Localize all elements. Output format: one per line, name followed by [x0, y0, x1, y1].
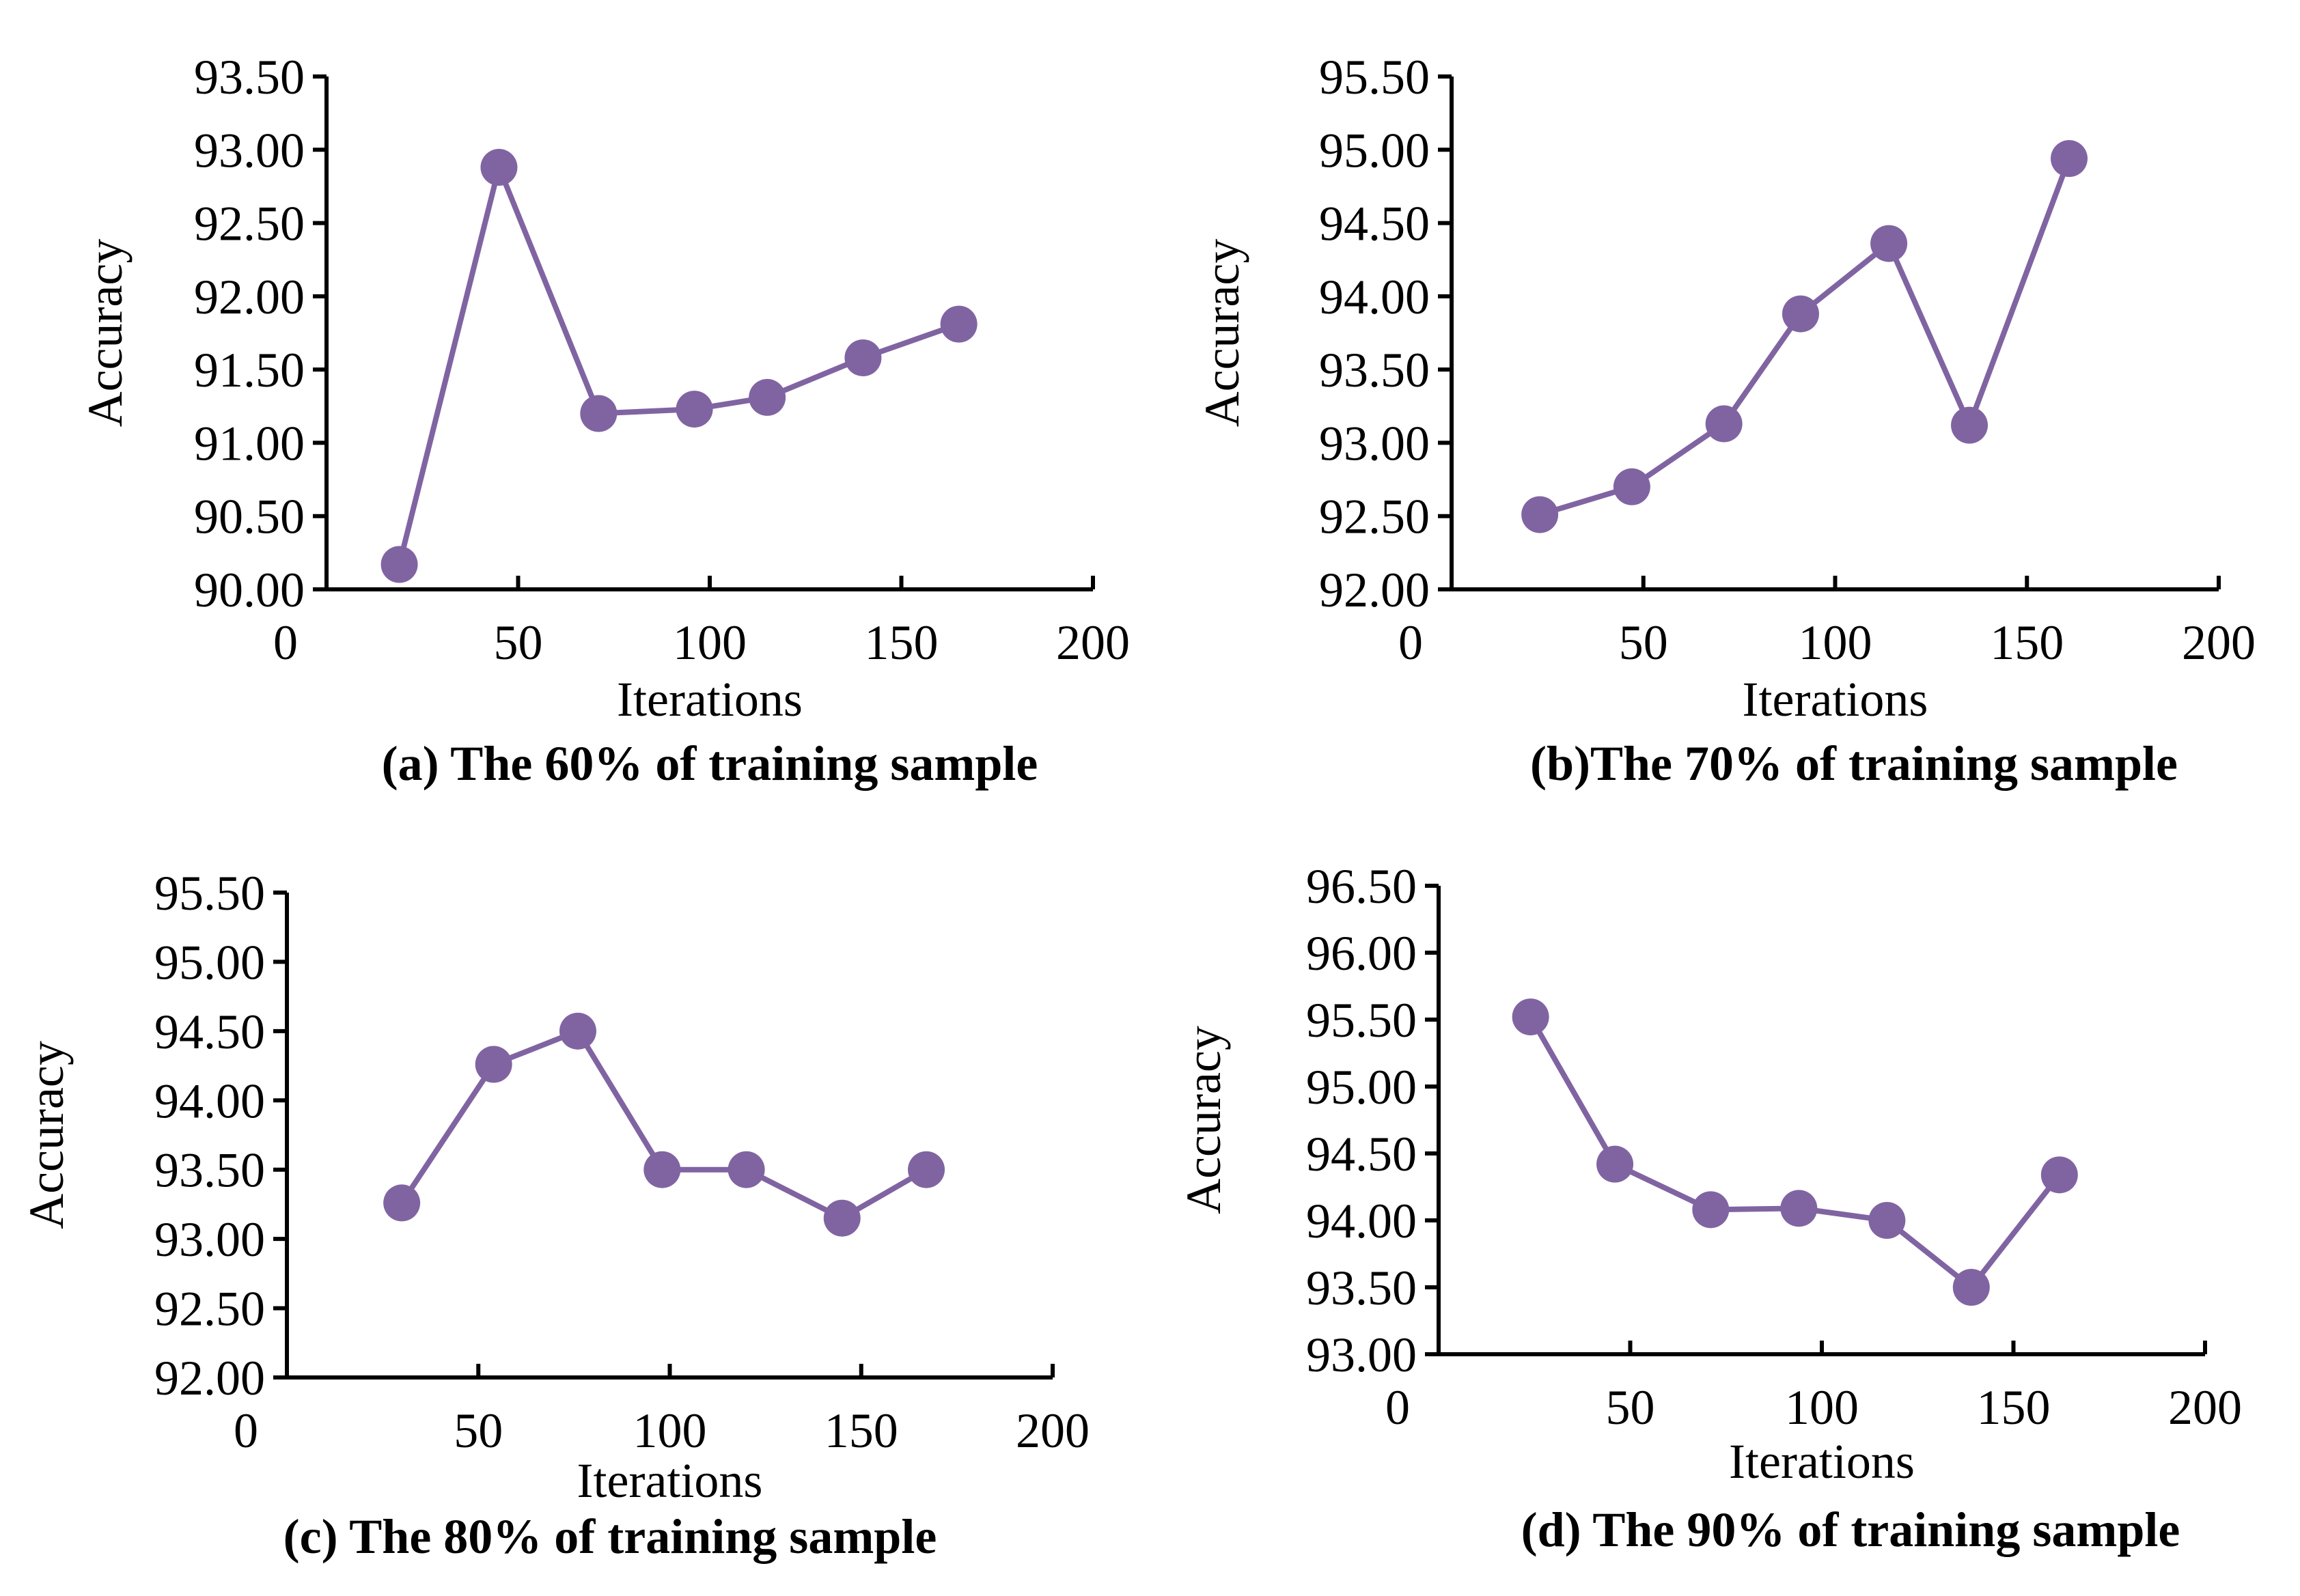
data-point [676, 391, 713, 428]
y-tick-label: 94.50 [1319, 197, 1430, 251]
y-tick-label: 93.50 [1319, 343, 1430, 397]
y-tick-label: 92.50 [154, 1282, 265, 1336]
x-axis-title: Iterations [1729, 1434, 1915, 1489]
y-tick-label: 93.50 [1306, 1261, 1417, 1315]
y-tick-label: 96.00 [1306, 926, 1417, 981]
data-point [383, 1184, 421, 1222]
y-tick-label: 92.50 [194, 197, 305, 251]
x-tick-label: 50 [1619, 615, 1668, 670]
data-point [1596, 1145, 1634, 1183]
data-point [1868, 1202, 1906, 1239]
data-point [475, 1046, 512, 1083]
y-tick-label: 92.00 [154, 1351, 265, 1405]
data-point [643, 1151, 681, 1188]
x-tick-label: 100 [1799, 615, 1872, 670]
y-tick-label: 93.50 [194, 50, 305, 104]
x-tick-label: 100 [633, 1403, 707, 1458]
x-tick-label: 0 [1385, 1380, 1410, 1435]
data-point [908, 1151, 945, 1188]
x-tick-label: 0 [273, 615, 298, 670]
y-tick-label: 95.50 [1319, 50, 1430, 104]
x-tick-label: 50 [1606, 1380, 1655, 1435]
panel-caption: (c) The 80% of training sample [283, 1509, 937, 1564]
data-point [1780, 1190, 1818, 1227]
panel-caption: (b)The 70% of training sample [1530, 736, 2178, 791]
y-axis-title: Accuracy [1176, 1026, 1231, 1214]
y-tick-label: 93.00 [1306, 1328, 1417, 1382]
data-point [1705, 405, 1743, 443]
x-tick-label: 100 [673, 615, 747, 670]
data-point [749, 378, 786, 416]
x-tick-label: 0 [234, 1403, 258, 1458]
y-tick-label: 93.50 [154, 1143, 265, 1198]
y-tick-label: 92.00 [194, 270, 305, 324]
y-tick-label: 94.50 [1306, 1127, 1417, 1181]
y-tick-label: 93.00 [194, 123, 305, 178]
y-tick-label: 91.50 [194, 343, 305, 397]
y-tick-label: 94.50 [154, 1005, 265, 1059]
y-axis-title: Accuracy [19, 1041, 74, 1229]
y-tick-label: 92.50 [1319, 490, 1430, 544]
data-point [844, 339, 882, 376]
data-point [1512, 998, 1549, 1036]
data-point [1952, 1269, 1990, 1306]
data-point [559, 1012, 596, 1050]
data-point [480, 149, 518, 186]
x-tick-label: 200 [2168, 1380, 2242, 1435]
data-point [940, 305, 978, 343]
x-tick-label: 150 [825, 1403, 898, 1458]
x-axis-title: Iterations [617, 672, 803, 727]
data-point [2051, 140, 2088, 178]
y-tick-label: 93.00 [154, 1212, 265, 1267]
panel-caption: (a) The 60% of training sample [382, 736, 1038, 791]
panel-caption: (d) The 90% of training sample [1521, 1502, 2180, 1557]
y-tick-label: 92.00 [1319, 563, 1430, 617]
y-axis-title: Accuracy [78, 239, 133, 428]
data-point [823, 1199, 861, 1237]
y-tick-label: 90.50 [194, 490, 305, 544]
data-point [1951, 406, 1989, 444]
x-tick-label: 200 [1056, 615, 1130, 670]
x-tick-label: 0 [1398, 615, 1423, 670]
y-tick-label: 95.00 [154, 935, 265, 990]
y-axis-title: Accuracy [1195, 239, 1249, 428]
y-tick-label: 95.00 [1306, 1060, 1417, 1115]
y-tick-label: 94.00 [1319, 270, 1430, 324]
data-point [728, 1151, 765, 1188]
data-point [1521, 496, 1559, 533]
chart-panel-2: 92.00 92.50 93.00 93.50 94.00 94.50 95.00 95.50… [19, 866, 1090, 1564]
y-tick-label: 90.00 [194, 563, 305, 617]
y-tick-label: 95.50 [1306, 993, 1417, 1048]
y-tick-label: 94.00 [154, 1074, 265, 1128]
x-axis-title: Iterations [577, 1453, 763, 1508]
data-point [2040, 1156, 2078, 1194]
data-point [580, 395, 618, 432]
data-point [380, 546, 418, 583]
chart-panel-1: 92.00 92.50 93.00 93.50 94.00 94.50 95.00 95.50… [1195, 50, 2256, 791]
y-tick-label: 93.00 [1319, 416, 1430, 471]
x-axis-title: Iterations [1743, 672, 1928, 727]
y-tick-label: 91.00 [194, 416, 305, 471]
chart-panel-3: 93.00 93.50 94.00 94.50 95.00 95.50 96.00 96.50… [1176, 859, 2242, 1557]
data-point [1613, 468, 1650, 505]
x-tick-label: 50 [454, 1403, 503, 1458]
data-point [1692, 1191, 1730, 1229]
y-tick-label: 95.50 [154, 866, 265, 921]
x-tick-label: 100 [1785, 1380, 1859, 1435]
y-tick-label: 96.50 [1306, 859, 1417, 914]
x-tick-label: 200 [1016, 1403, 1090, 1458]
x-tick-label: 200 [2182, 615, 2256, 670]
y-tick-label: 95.00 [1319, 123, 1430, 178]
y-tick-label: 94.00 [1306, 1194, 1417, 1248]
chart-panel-0: 90.00 90.50 91.00 91.50 92.00 92.50 93.00 93.50… [78, 50, 1130, 791]
x-tick-label: 150 [1990, 615, 2064, 670]
series-line [1538, 157, 2072, 518]
x-tick-label: 150 [1977, 1380, 2051, 1435]
x-tick-label: 150 [865, 615, 939, 670]
data-point [1782, 295, 1819, 333]
x-tick-label: 50 [494, 615, 543, 670]
data-point [1870, 225, 1908, 262]
